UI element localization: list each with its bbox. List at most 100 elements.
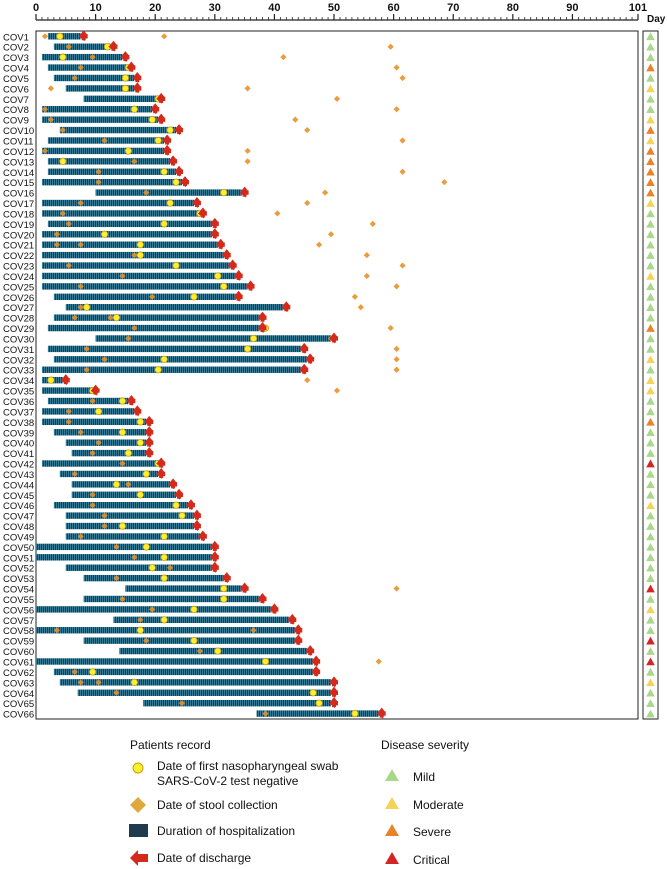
- stool-collection-marker: [387, 43, 394, 50]
- stool-collection-marker: [304, 199, 311, 207]
- negative-test-marker: [112, 480, 121, 488]
- hospitalization-bar: [65, 533, 200, 540]
- negative-test-marker: [190, 637, 198, 645]
- severity-marker-severe: [646, 126, 655, 134]
- stool-collection-marker: [113, 689, 120, 696]
- patient-label: COV3: [3, 53, 29, 64]
- patient-label: COV66: [3, 710, 34, 721]
- discharge-marker: [145, 426, 154, 437]
- patient-label: COV47: [3, 512, 34, 523]
- x-tick-label: 20: [149, 2, 161, 14]
- stool-collection-marker: [71, 470, 78, 478]
- hospitalization-bar: [83, 574, 224, 582]
- hospitalization-bar: [41, 283, 248, 290]
- stool-collection-marker: [77, 679, 84, 686]
- severity-marker-mild: [646, 251, 655, 259]
- negative-test-marker: [315, 699, 323, 707]
- patient-label: COV4: [3, 64, 29, 75]
- severity-marker-severe: [646, 167, 655, 176]
- patient-label: COV31: [3, 345, 34, 356]
- discharge-marker: [312, 655, 321, 666]
- discharge-marker: [79, 30, 88, 41]
- severity-marker-mild: [646, 647, 655, 655]
- patient-label: COV17: [3, 199, 34, 210]
- stool-collection-marker: [101, 137, 108, 144]
- severity-marker-mild: [646, 480, 655, 489]
- stool-collection-marker: [113, 543, 120, 550]
- negative-test-marker: [112, 314, 121, 322]
- patient-label: COV16: [3, 189, 34, 200]
- hospitalization-bar: [65, 439, 147, 446]
- negative-test-marker: [243, 345, 252, 353]
- stool-collection-marker: [274, 210, 281, 217]
- severity-marker-mild: [646, 490, 655, 499]
- stool-collection-marker: [119, 460, 126, 467]
- stool-collection-marker: [393, 356, 400, 363]
- discharge-marker: [294, 634, 303, 645]
- stool-collection-marker: [53, 241, 60, 248]
- negative-test-marker: [94, 407, 103, 416]
- negative-test-marker: [100, 230, 109, 238]
- hospitalization-bar: [47, 64, 129, 71]
- discharge-marker: [157, 467, 166, 478]
- hospitalization-bar: [41, 418, 147, 426]
- severity-marker-mild: [646, 365, 655, 374]
- stool-collection-marker: [101, 356, 108, 363]
- hospitalization-bar: [41, 272, 236, 280]
- hospitalization-bar: [53, 668, 314, 676]
- patient-label: COV41: [3, 449, 34, 460]
- stool-collection-marker: [280, 54, 287, 61]
- stool-collection-marker: [131, 324, 138, 332]
- mild-legend-label: Mild: [413, 770, 436, 784]
- severity-marker-mild: [646, 438, 655, 447]
- discharge-marker: [163, 134, 172, 145]
- discharge-marker: [246, 280, 255, 291]
- severity-marker-severe: [646, 146, 655, 155]
- discharge-marker: [258, 311, 267, 322]
- severity-marker-mild: [646, 709, 655, 718]
- discharge-marker: [198, 207, 207, 218]
- severity-marker-mild: [646, 313, 655, 322]
- severity-marker-mild: [646, 688, 655, 697]
- stool-legend-icon: [130, 797, 146, 813]
- patient-label: COV1: [3, 32, 29, 43]
- negative-test-marker: [118, 397, 127, 405]
- severity-marker-moderate: [646, 678, 655, 687]
- hospitalization-bar: [41, 366, 302, 373]
- negative-test-marker: [154, 136, 162, 145]
- patient-label: COV55: [3, 595, 34, 606]
- discharge-marker: [210, 561, 219, 572]
- stool-collection-marker: [119, 272, 126, 280]
- stool-collection-marker: [71, 668, 78, 676]
- stool-collection-marker: [393, 64, 400, 71]
- discharge-marker: [377, 707, 386, 718]
- severity-marker-mild: [646, 449, 655, 457]
- discharge-marker: [192, 520, 201, 531]
- patient-label: COV9: [3, 116, 29, 127]
- stool-collection-marker: [95, 168, 102, 175]
- stool-collection-marker: [244, 85, 251, 92]
- severity-marker-mild: [646, 594, 655, 603]
- negative-test-marker: [118, 522, 127, 530]
- patient-label: COV27: [3, 303, 34, 314]
- negative-test-marker: [220, 595, 228, 603]
- negative-test-marker: [166, 199, 174, 207]
- hospitalization-bar: [41, 231, 212, 238]
- severity-marker-critical: [646, 584, 655, 593]
- hospitalization-bar: [256, 710, 379, 717]
- hospitalization-bar: [36, 627, 296, 634]
- discharge-marker: [157, 113, 166, 124]
- patient-label: COV43: [3, 470, 34, 481]
- stool-collection-marker: [65, 43, 72, 50]
- stool-collection-marker: [393, 585, 400, 592]
- critical-legend-label: Critical: [413, 853, 450, 867]
- discharge-marker: [228, 259, 237, 270]
- discharge-marker: [145, 436, 154, 447]
- stool-collection-marker: [131, 554, 138, 561]
- hospitalization-bar: [83, 95, 159, 103]
- hospitalization-bar: [53, 74, 135, 82]
- hospitalization-bar: [71, 481, 171, 488]
- stool-collection-marker: [77, 64, 84, 71]
- patient-label: COV28: [3, 314, 34, 325]
